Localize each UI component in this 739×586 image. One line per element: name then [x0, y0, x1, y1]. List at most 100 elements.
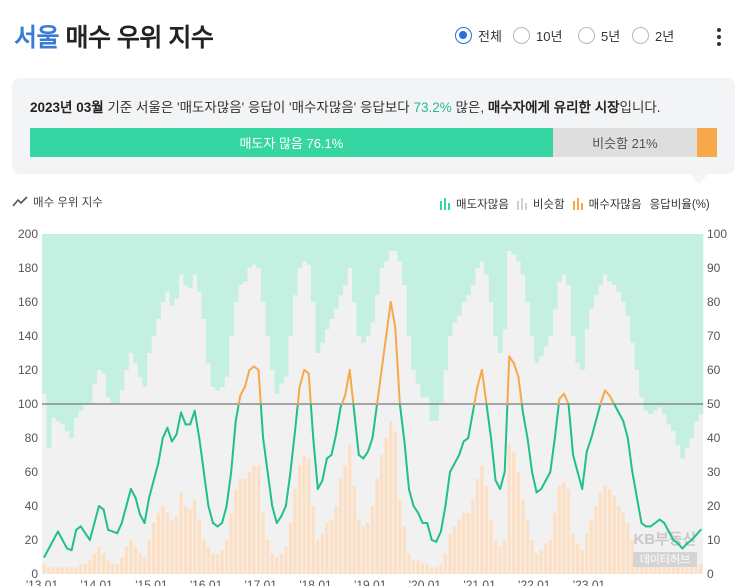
legend-same[interactable]: 비슷함 [516, 196, 565, 212]
buy-ratio-bar [129, 540, 133, 574]
buy-ratio-bar [193, 499, 197, 574]
buy-ratio-bar [60, 567, 65, 574]
y-left-tick-label: 200 [18, 227, 38, 241]
y-right-tick-label: 70 [707, 329, 721, 343]
buy-ratio-bar [320, 533, 325, 574]
index-line-segment [284, 471, 292, 507]
index-line-segment [266, 471, 274, 507]
y-left-tick-label: 140 [18, 329, 38, 343]
sell-ratio-bar [693, 234, 699, 421]
sell-ratio-bar [260, 234, 266, 302]
sell-ratio-bar [684, 234, 690, 449]
index-line-segment [120, 505, 128, 524]
sell-ratio-bar [297, 234, 303, 268]
index-line-segment [549, 437, 556, 473]
buy-ratio-bar [307, 458, 311, 574]
index-line-segment [298, 369, 306, 388]
index-line-segment [376, 369, 383, 405]
buy-ratio-bar [489, 519, 493, 574]
index-line-segment [403, 440, 410, 490]
buy-ratio-bar [443, 553, 448, 574]
sell-ratio-bar [274, 234, 280, 394]
sell-ratio-bar [402, 234, 407, 285]
sell-ratio-bar [219, 234, 225, 387]
sell-ratio-bar [675, 234, 681, 445]
buy-ratio-bar [598, 492, 603, 574]
buy-ratio-bar [512, 451, 516, 574]
x-tick-label: '20.01 [409, 578, 442, 586]
index-line-segment [417, 511, 424, 524]
buy-ratio-bar [47, 567, 51, 574]
buy-ratio-bar [548, 540, 552, 574]
buy-ratio-bar [370, 506, 375, 574]
watermark-badge [633, 552, 697, 567]
sell-ratio-bar [570, 234, 576, 336]
period-option-2y[interactable]: 2년 [632, 26, 674, 45]
buy-ratio-bar [553, 512, 557, 574]
buy-ratio-bar [261, 512, 265, 574]
sell-ratio-bar [593, 234, 599, 296]
sell-ratio-bar [361, 234, 366, 343]
buy-ratio-bar [607, 489, 612, 574]
index-line-segment [676, 542, 684, 550]
sell-ratio-bar [60, 234, 66, 425]
sell-ratio-bar [611, 234, 617, 285]
y-right-tick-label: 20 [707, 499, 721, 513]
buy-ratio-bar [430, 567, 434, 574]
index-line-segment [626, 437, 634, 473]
index-line-segment [61, 539, 69, 550]
period-option-5y[interactable]: 5년 [578, 26, 620, 45]
index-line-segment [599, 389, 606, 405]
buy-ratio-bar [252, 465, 256, 574]
index-line-segment [467, 411, 474, 439]
sell-ratio-bar [657, 234, 663, 408]
sell-ratio-bar [92, 234, 98, 384]
period-label: 전체 [478, 29, 502, 44]
sell-ratio-bar [479, 234, 485, 262]
legend-buy[interactable]: 매수자많음 [572, 196, 642, 212]
index-line-segment [490, 437, 497, 482]
buy-ratio-bar [379, 455, 384, 574]
index-line-segment [157, 437, 164, 465]
sell-ratio-bar [46, 234, 52, 449]
sell-ratio-bar [201, 234, 207, 319]
index-line-segment [517, 375, 523, 405]
buy-ratio-bar [689, 563, 694, 574]
sell-ratio-bar [269, 234, 275, 370]
buy-ratio-bar [170, 519, 174, 574]
y-right-tick-label: 60 [707, 363, 721, 377]
sell-ratio-bar [502, 234, 508, 330]
sell-ratio-bar [69, 234, 75, 438]
x-tick-label: '14.01 [81, 578, 114, 586]
sell-ratio-bar [206, 234, 211, 364]
buy-ratio-bar [202, 540, 206, 574]
sell-ratio-bar [666, 234, 672, 425]
sell-ratio-bar [630, 234, 635, 343]
buy-ratio-bar [275, 557, 279, 574]
x-tick-label: '13.01 [26, 578, 59, 586]
index-line-segment [116, 522, 123, 535]
buy-ratio-bar [566, 489, 571, 574]
x-tick-label: '15.01 [135, 578, 168, 586]
index-line-segment [340, 394, 347, 405]
index-line-segment [335, 406, 342, 436]
radio-icon [578, 27, 595, 44]
buy-ratio-bar [525, 519, 530, 574]
ratio-sell-segment: 매도자 많음 76.1% [30, 128, 553, 157]
buy-ratio-bar [612, 495, 616, 574]
sell-ratio-bar [465, 234, 471, 296]
period-option-all[interactable]: 전체 [455, 26, 502, 45]
sell-ratio-bar [639, 234, 645, 398]
buy-ratio-bar [389, 421, 393, 574]
index-line-segment [125, 488, 132, 507]
buy-ratio-bar [206, 546, 211, 574]
more-menu-icon[interactable] [714, 28, 724, 50]
index-line-segment [667, 530, 675, 541]
index-line-segment [690, 533, 698, 541]
sell-ratio-bar [429, 234, 435, 421]
legend-sell[interactable]: 매도자많음 [440, 196, 509, 212]
index-line-segment [520, 403, 524, 414]
sell-ratio-bar [165, 234, 170, 292]
index-line-segment [243, 369, 251, 388]
period-option-10y[interactable]: 10년 [513, 26, 562, 45]
